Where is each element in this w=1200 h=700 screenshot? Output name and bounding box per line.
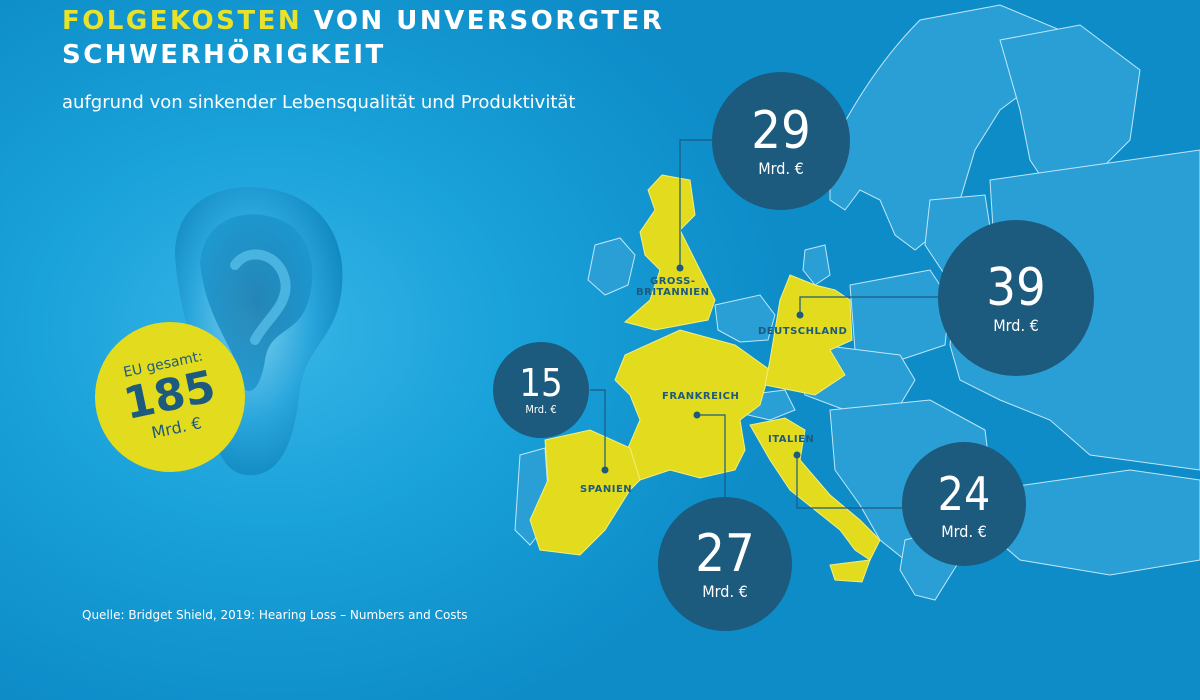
- value-france: 27: [695, 524, 755, 584]
- title-rest: VON UNVERSORGTER: [302, 6, 665, 36]
- country-germany: [764, 274, 853, 396]
- title-line2: SCHWERHÖRIGKEIT: [62, 40, 386, 70]
- bubble-spain: 15 Mrd. €: [493, 342, 589, 438]
- title-highlight: FOLGEKOSTEN: [62, 6, 303, 36]
- country-italy-sicily: [829, 559, 871, 583]
- country-spain: [529, 429, 641, 556]
- country-italy: [749, 417, 881, 561]
- label-italy: ITALIEN: [768, 434, 815, 445]
- country-great-britain: [623, 174, 716, 331]
- country-france: [614, 329, 771, 481]
- label-france: FRANKREICH: [662, 391, 740, 402]
- bubble-great-britain: 29 Mrd. €: [712, 72, 850, 210]
- unit-germany: Mrd. €: [993, 316, 1039, 335]
- unit-italy: Mrd. €: [941, 522, 987, 541]
- europe-other-countries: [514, 4, 1200, 601]
- label-spain: SPANIEN: [580, 484, 633, 495]
- country-markers: [601, 264, 804, 474]
- unit-great-britain: Mrd. €: [758, 159, 804, 178]
- bubble-italy: 24 Mrd. €: [902, 442, 1026, 566]
- value-germany: 39: [986, 258, 1046, 318]
- bubble-france: 27 Mrd. €: [658, 497, 792, 631]
- source-note: Quelle: Bridget Shield, 2019: Hearing Lo…: [82, 608, 468, 622]
- unit-france: Mrd. €: [702, 582, 748, 601]
- value-italy: 24: [937, 467, 991, 521]
- leader-lines: [590, 139, 938, 509]
- value-spain: 15: [519, 361, 563, 405]
- value-great-britain: 29: [751, 101, 811, 161]
- label-germany: DEUTSCHLAND: [758, 326, 848, 337]
- unit-spain: Mrd. €: [525, 403, 557, 416]
- bubble-germany: 39 Mrd. €: [938, 220, 1094, 376]
- page-title: FOLGEKOSTEN VON UNVERSORGTER SCHWERHÖRIGK…: [62, 4, 664, 72]
- subtitle: aufgrund von sinkender Lebensqualität un…: [62, 92, 576, 113]
- label-great-britain: GROSS- BRITANNIEN: [636, 276, 710, 298]
